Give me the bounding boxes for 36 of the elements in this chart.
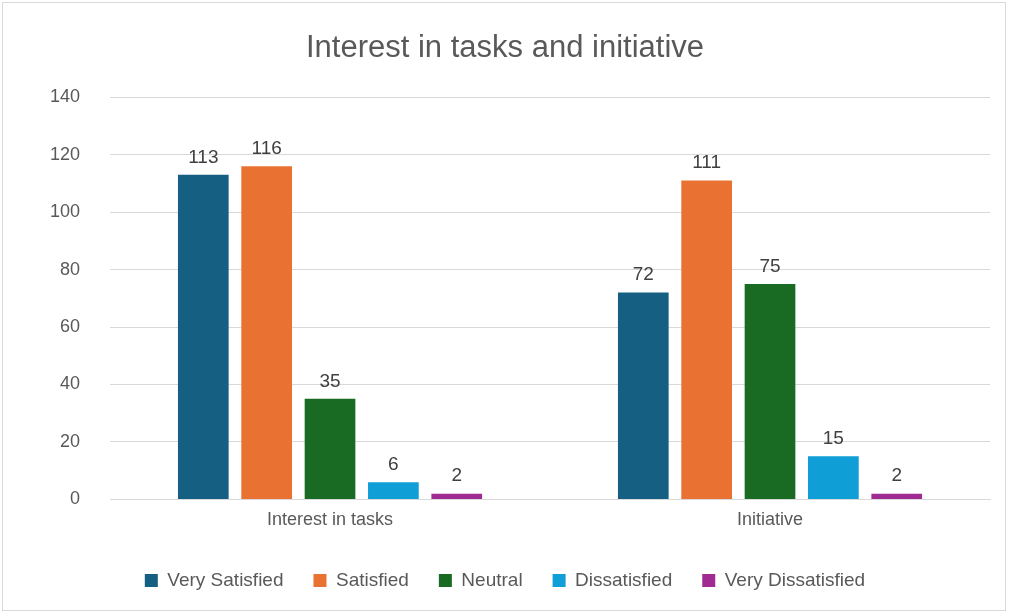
bar: [368, 482, 419, 499]
legend-label: Neutral: [461, 568, 523, 590]
legend-label: Very Dissatisfied: [724, 568, 866, 590]
data-label: 2: [891, 464, 903, 486]
y-tick-label: 0: [70, 488, 81, 509]
legend-label: Very Satisfied: [167, 568, 284, 590]
bar: [681, 180, 732, 499]
x-tick-label: Interest in tasks: [266, 509, 394, 530]
bar: [304, 398, 356, 499]
y-tick-label: 40: [60, 373, 81, 394]
data-label: 75: [759, 254, 781, 276]
bar: [241, 166, 293, 499]
data-label: 15: [822, 427, 844, 449]
y-tick-label: 60: [60, 316, 81, 336]
data-label: 113: [188, 145, 219, 167]
data-label: 116: [251, 136, 282, 158]
bar: [177, 174, 229, 499]
y-tick-label: 100: [49, 201, 81, 222]
bar: [744, 283, 796, 499]
bar: [808, 456, 859, 499]
y-tick-label: 140: [49, 86, 81, 107]
data-label: 111: [692, 151, 722, 173]
legend-label: Satisfied: [335, 568, 409, 590]
bar: [871, 493, 923, 499]
chart-title: Interest in tasks and initiative: [305, 29, 705, 65]
x-tick-label: Initiative: [736, 509, 804, 530]
data-label: 35: [319, 369, 341, 391]
bar: [617, 292, 669, 499]
data-label: 6: [388, 452, 399, 474]
legend-label: Dissatisfied: [575, 568, 673, 590]
y-tick-label: 20: [60, 430, 81, 451]
data-label: 2: [451, 464, 463, 486]
y-tick-label: 80: [60, 258, 81, 279]
bar: [431, 493, 483, 499]
data-label: 72: [632, 263, 654, 285]
y-tick-label: 120: [49, 143, 81, 164]
